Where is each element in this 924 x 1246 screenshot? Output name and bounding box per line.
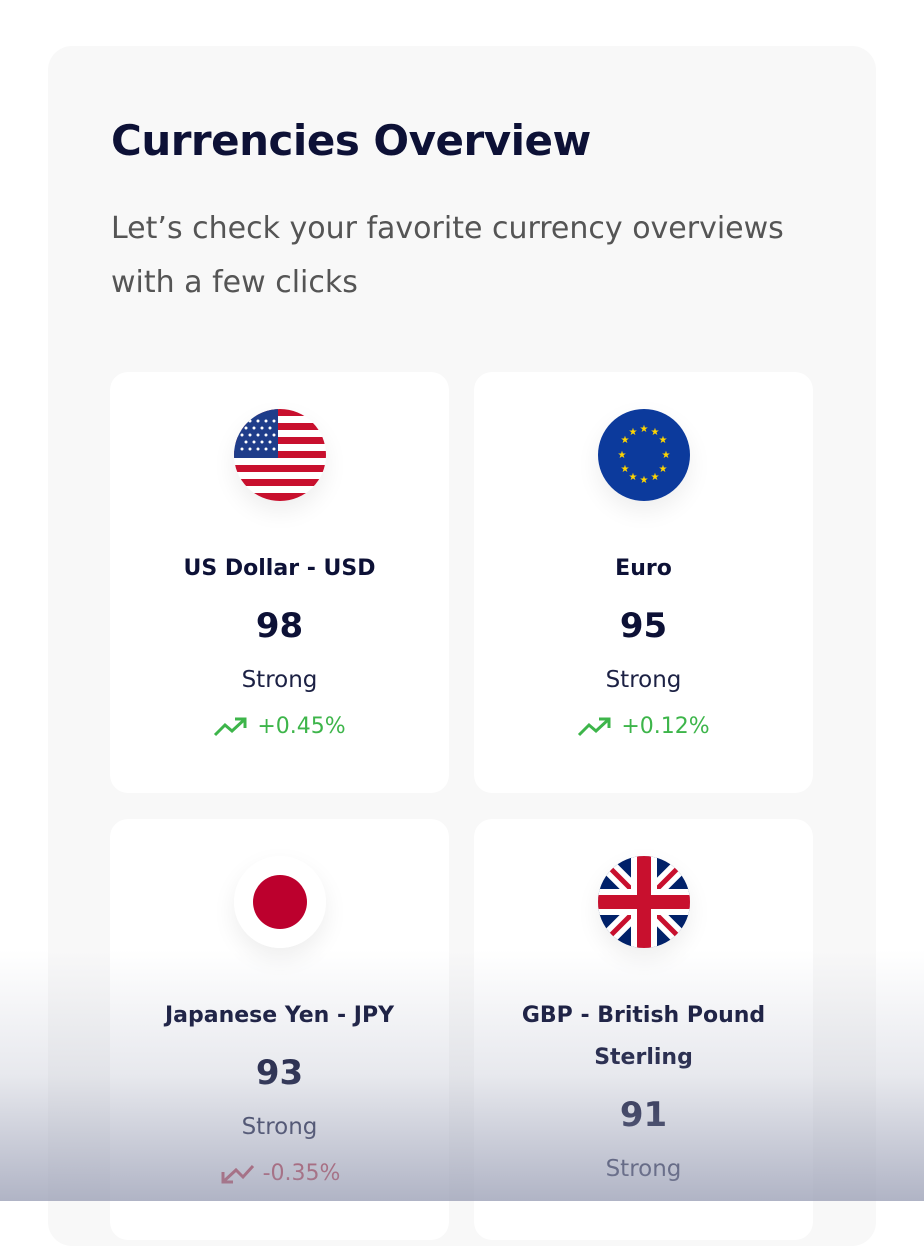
page-subtitle: Let’s check your favorite currency overv… xyxy=(111,211,784,300)
us-flag-icon xyxy=(234,409,326,501)
currency-name: Euro xyxy=(615,556,672,581)
svg-text:★: ★ xyxy=(662,450,671,461)
svg-text:★: ★ xyxy=(651,472,660,483)
svg-text:★: ★ xyxy=(659,464,668,475)
trend-up-icon xyxy=(214,717,247,737)
change-value: +0.45% xyxy=(257,714,346,739)
currency-card-gbp[interactable]: GBP - British Pound Sterling 91 Strong xyxy=(474,819,813,1240)
svg-text:★: ★ xyxy=(621,435,630,446)
currency-card-jpy[interactable]: Japanese Yen - JPY 93 Strong -0.35% xyxy=(110,819,449,1240)
currency-strength: Strong xyxy=(241,667,318,693)
svg-text:★: ★ xyxy=(629,427,638,438)
change-value: +0.12% xyxy=(621,714,710,739)
currency-change: -0.35% xyxy=(110,1159,449,1189)
currency-card-usd[interactable]: US Dollar - USD 98 Strong +0.45% xyxy=(110,372,449,793)
svg-text:★: ★ xyxy=(621,464,630,475)
currency-change: +0.45% xyxy=(110,712,449,742)
currency-name: Japanese Yen - JPY xyxy=(164,1003,395,1028)
svg-text:★: ★ xyxy=(651,427,660,438)
page-title: Currencies Overview xyxy=(111,116,591,165)
trend-up-icon xyxy=(578,717,611,737)
currency-score: 98 xyxy=(255,606,304,646)
currency-score: 95 xyxy=(619,606,668,646)
change-value: -0.35% xyxy=(262,1161,341,1186)
currency-score: 93 xyxy=(255,1053,304,1093)
svg-text:★: ★ xyxy=(640,475,649,486)
currency-strength: Strong xyxy=(605,667,682,693)
currency-change: +0.12% xyxy=(474,712,813,742)
currencies-overview-panel: Currencies Overview Let’s check your fav… xyxy=(48,46,876,1246)
uk-flag-icon xyxy=(598,856,690,948)
currency-strength: Strong xyxy=(241,1114,318,1140)
eu-flag-icon: ★ ★ ★ ★ ★ ★ ★ ★ ★ ★ ★ ★ xyxy=(598,409,690,501)
svg-text:★: ★ xyxy=(629,472,638,483)
trend-down-icon xyxy=(221,1164,254,1184)
currency-card-eur[interactable]: ★ ★ ★ ★ ★ ★ ★ ★ ★ ★ ★ ★ Euro 95 Strong +0.12% xyxy=(474,372,813,793)
currency-name: US Dollar - USD xyxy=(183,556,376,581)
currency-score: 91 xyxy=(619,1095,668,1135)
currency-strength: Strong xyxy=(605,1156,682,1182)
japan-flag-icon xyxy=(234,856,326,948)
svg-text:★: ★ xyxy=(618,450,627,461)
currency-name: GBP - British Pound Sterling xyxy=(521,1003,766,1070)
svg-text:★: ★ xyxy=(659,435,668,446)
svg-text:★: ★ xyxy=(640,424,649,435)
